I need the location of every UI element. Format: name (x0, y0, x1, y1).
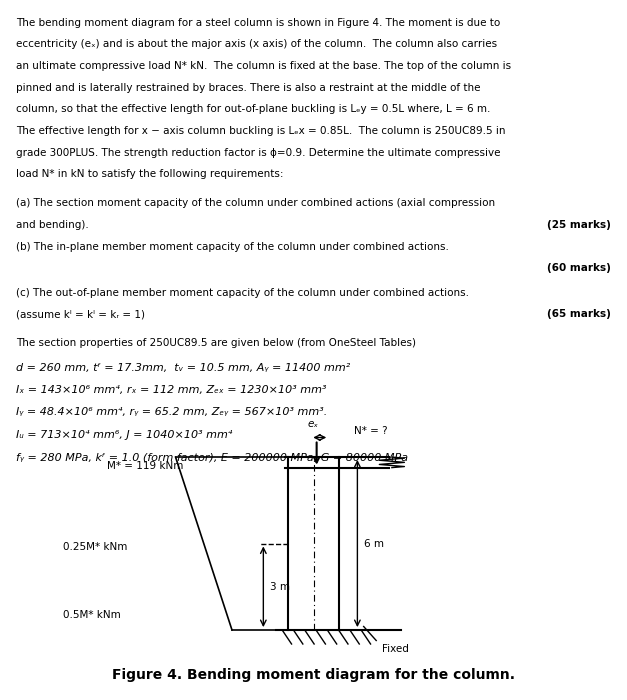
Text: N* = ?: N* = ? (354, 426, 388, 435)
Text: (60 marks): (60 marks) (547, 263, 611, 273)
Text: an ultimate compressive load N* kN.  The column is fixed at the base. The top of: an ultimate compressive load N* kN. The … (16, 61, 511, 71)
Text: d = 260 mm, tᶠ = 17.3mm,  tᵥ = 10.5 mm, Aᵧ = 11400 mm²: d = 260 mm, tᶠ = 17.3mm, tᵥ = 10.5 mm, A… (16, 363, 350, 372)
Text: The bending moment diagram for a steel column is shown in Figure 4. The moment i: The bending moment diagram for a steel c… (16, 18, 500, 27)
Text: (b) The in-plane member moment capacity of the column under combined actions.: (b) The in-plane member moment capacity … (16, 241, 448, 251)
Text: and bending).: and bending). (16, 220, 88, 230)
Text: 0.5M* kNm: 0.5M* kNm (63, 610, 120, 620)
Text: Iᵤ = 713×10⁴ mm⁶, J = 1040×10³ mm⁴: Iᵤ = 713×10⁴ mm⁶, J = 1040×10³ mm⁴ (16, 430, 232, 440)
Text: (c) The out-of-plane member moment capacity of the column under combined actions: (c) The out-of-plane member moment capac… (16, 288, 468, 298)
Text: 6 m: 6 m (364, 538, 384, 549)
Text: load N* in kN to satisfy the following requirements:: load N* in kN to satisfy the following r… (16, 169, 283, 179)
Text: M* = 119 kNm: M* = 119 kNm (107, 461, 183, 470)
Text: grade 300PLUS. The strength reduction factor is ϕ=0.9. Determine the ultimate co: grade 300PLUS. The strength reduction fa… (16, 148, 500, 158)
Text: (a) The section moment capacity of the column under combined actions (axial comp: (a) The section moment capacity of the c… (16, 198, 495, 208)
Text: pinned and is laterally restrained by braces. There is also a restraint at the m: pinned and is laterally restrained by br… (16, 83, 480, 92)
Text: eccentricity (eₓ) and is about the major axis (x axis) of the column.  The colum: eccentricity (eₓ) and is about the major… (16, 39, 497, 49)
Text: 0.25M* kNm: 0.25M* kNm (63, 542, 127, 552)
Text: Fixed: Fixed (382, 644, 409, 654)
Text: (25 marks): (25 marks) (547, 220, 611, 230)
Text: (assume kᴵ = kᴵ = kᵣ = 1): (assume kᴵ = kᴵ = kᵣ = 1) (16, 309, 145, 319)
Text: fᵧ = 280 MPa, kᶠ = 1.0 (form factor), E = 200000 MPa, G = 80000 MPa: fᵧ = 280 MPa, kᶠ = 1.0 (form factor), E … (16, 452, 408, 462)
Text: eₓ: eₓ (308, 419, 319, 429)
Text: Iᵧ = 48.4×10⁶ mm⁴, rᵧ = 65.2 mm, Zₑᵧ = 567×10³ mm³.: Iᵧ = 48.4×10⁶ mm⁴, rᵧ = 65.2 mm, Zₑᵧ = 5… (16, 407, 327, 417)
Text: The effective length for x − axis column buckling is Lₑx = 0.85L.  The column is: The effective length for x − axis column… (16, 126, 505, 136)
Text: Iₓ = 143×10⁶ mm⁴, rₓ = 112 mm, Zₑₓ = 1230×10³ mm³: Iₓ = 143×10⁶ mm⁴, rₓ = 112 mm, Zₑₓ = 123… (16, 385, 326, 395)
Text: The section properties of 250UC89.5 are given below (from OneSteel Tables): The section properties of 250UC89.5 are … (16, 338, 416, 348)
Text: 3 m: 3 m (270, 582, 290, 591)
Text: (65 marks): (65 marks) (547, 309, 611, 319)
Text: Figure 4. Bending moment diagram for the column.: Figure 4. Bending moment diagram for the… (112, 668, 515, 682)
Text: column, so that the effective length for out-of-plane buckling is Lₑy = 0.5L whe: column, so that the effective length for… (16, 104, 490, 114)
